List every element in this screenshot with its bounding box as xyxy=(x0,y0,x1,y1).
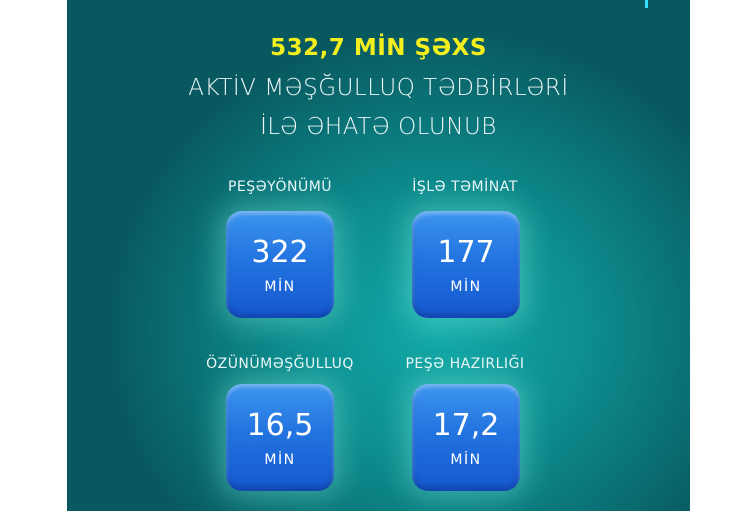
accent-bar xyxy=(645,0,648,8)
infographic-panel: 532,7 MİN ŞƏXS AKTİV MƏŞĞULLUQ TƏDBİRLƏR… xyxy=(67,0,690,511)
stat-tile: 322 MİN xyxy=(226,211,334,318)
stat-label: İŞLƏ TƏMİNAT xyxy=(412,179,518,195)
stat-label: PEŞƏYÖNÜMÜ xyxy=(227,179,333,195)
stat-unit: MİN xyxy=(450,279,482,295)
subtitle-line-2: İLƏ ƏHATƏ OLUNUB xyxy=(260,114,497,140)
headline: 532,7 MİN ŞƏXS xyxy=(270,35,487,61)
stat-tile: 16,5 MİN xyxy=(226,384,334,491)
stat-unit: MİN xyxy=(450,452,482,468)
stat-value: 17,2 xyxy=(432,408,500,443)
stat-unit: MİN xyxy=(264,452,296,468)
stat-label: ÖZÜNÜMƏŞĞULLUQ xyxy=(206,356,354,372)
stat-value: 322 xyxy=(251,235,309,270)
subtitle-line-1: AKTİV MƏŞĞULLUQ TƏDBİRLƏRİ xyxy=(188,75,569,101)
stat-tile: 17,2 MİN xyxy=(412,384,520,491)
stat-label: PEŞƏ HAZIRLIĞI xyxy=(405,356,525,372)
stat-value: 177 xyxy=(437,235,495,270)
stat-unit: MİN xyxy=(264,279,296,295)
stat-value: 16,5 xyxy=(246,408,314,443)
stat-tile: 177 MİN xyxy=(412,211,520,318)
